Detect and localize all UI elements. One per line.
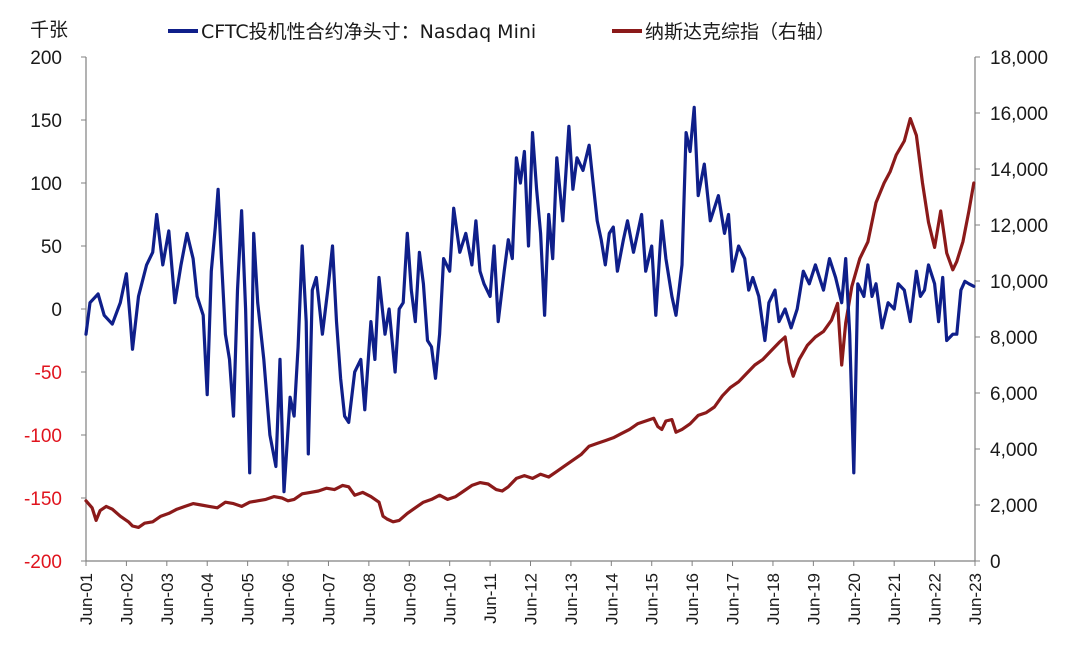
x-tick-label: Jun-12 [522,573,541,625]
x-tick-label: Jun-14 [602,573,621,625]
x-tick-label: Jun-06 [279,573,298,625]
right-tick-label: 16,000 [990,104,1048,125]
x-axis-ticks: Jun-01 Jun-02 Jun-03 Jun-04 Jun-05 Jun-06 Jun-… [77,561,985,625]
right-tick-label: 12,000 [990,216,1048,237]
legend-label-nasdaq-composite: 纳斯达克综指（右轴） [645,21,835,43]
x-tick-label: Jun-10 [441,573,460,625]
right-tick-label: 8,000 [990,328,1038,349]
left-tick-label: 100 [30,174,62,195]
x-tick-label: Jun-22 [926,573,945,625]
x-tick-label: Jun-03 [158,573,177,625]
x-tick-label: Jun-01 [77,573,96,625]
x-tick-label: Jun-13 [562,573,581,625]
right-tick-label: 2,000 [990,496,1038,517]
left-tick-label: 0 [51,300,62,321]
right-tick-label: 6,000 [990,384,1038,405]
left-tick-label: -100 [24,426,62,447]
right-tick-label: 18,000 [990,48,1048,69]
right-tick-label: 10,000 [990,272,1048,293]
x-tick-label: Jun-16 [683,573,702,625]
left-tick-label: -50 [35,363,62,384]
left-axis-ticks: 200 150 100 50 0 -50 -100 -150 -200 [24,48,86,573]
legend-label-nasdaq-mini: CFTC投机性合约净头寸：Nasdaq Mini [201,21,536,43]
x-tick-label: Jun-19 [804,573,823,625]
x-tick-label: Jun-23 [966,573,985,625]
x-tick-label: Jun-11 [481,573,500,624]
x-tick-label: Jun-15 [643,573,662,625]
series-lines [84,105,976,529]
series-line-nasdaq-composite [84,117,976,529]
right-tick-label: 0 [990,552,1001,573]
x-tick-label: Jun-21 [885,573,904,625]
right-tick-label: 4,000 [990,440,1038,461]
x-tick-label: Jun-08 [360,573,379,625]
x-tick-label: Jun-18 [764,573,783,625]
series-line-nasdaq-mini-net-position [84,105,976,494]
left-tick-label: -200 [24,552,62,573]
x-tick-label: Jun-05 [239,573,258,625]
legend: CFTC投机性合约净头寸：Nasdaq Mini 纳斯达克综指（右轴） [168,21,835,43]
left-tick-label: 50 [41,237,62,258]
right-tick-label: 14,000 [990,160,1048,181]
x-tick-label: Jun-02 [117,573,136,625]
x-tick-label: Jun-17 [724,573,743,625]
x-tick-label: Jun-09 [400,573,419,625]
right-axis-ticks: 18,000 16,000 14,000 12,000 10,000 8,000 6,000… [975,48,1048,573]
x-tick-label: Jun-04 [198,573,217,625]
x-tick-label: Jun-20 [845,573,864,625]
left-tick-label: 200 [30,48,62,69]
x-tick-label: Jun-07 [319,573,338,625]
left-tick-label: 150 [30,111,62,132]
left-tick-label: -150 [24,489,62,510]
plot-frame [85,57,976,562]
left-axis-unit: 千张 [30,19,68,41]
